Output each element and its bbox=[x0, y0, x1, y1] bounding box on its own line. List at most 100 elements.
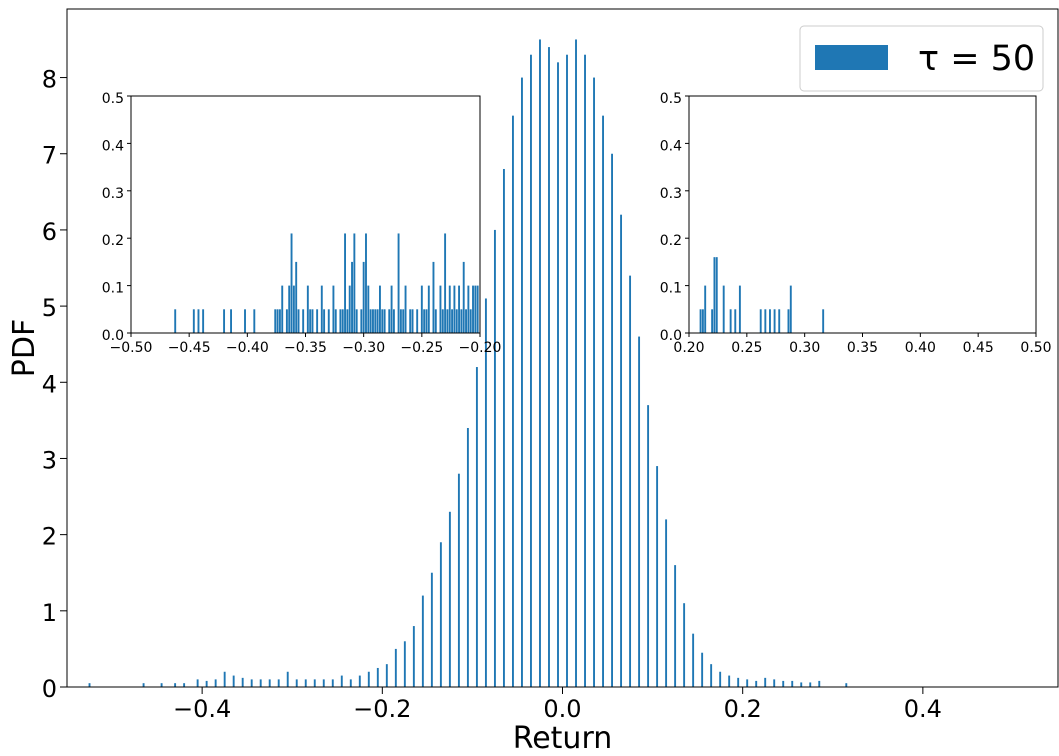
histogram-bar bbox=[521, 77, 523, 687]
histogram-bar bbox=[348, 285, 351, 333]
histogram-bar bbox=[202, 309, 205, 333]
histogram-bar bbox=[647, 405, 650, 687]
histogram-bar bbox=[360, 309, 363, 333]
main-axes-frame bbox=[66, 8, 1059, 688]
histogram-bar bbox=[467, 285, 470, 333]
histogram-bar bbox=[548, 47, 550, 687]
histogram-bar bbox=[277, 679, 280, 687]
histogram-bar bbox=[755, 680, 758, 687]
histogram-bar bbox=[472, 285, 474, 333]
y-tick-label: 1 bbox=[42, 599, 57, 627]
x-tick-label: −0.20 bbox=[459, 340, 502, 356]
histogram-bar bbox=[322, 679, 325, 687]
histogram-bar bbox=[787, 309, 790, 333]
histogram-bar bbox=[674, 565, 677, 687]
y-tick-label: 0.4 bbox=[660, 138, 682, 154]
histogram-bar bbox=[729, 309, 732, 333]
histogram-bar bbox=[778, 309, 781, 333]
x-axis-label: Return bbox=[513, 721, 613, 756]
y-tick-label: 0.4 bbox=[102, 138, 124, 154]
y-tick-label: 8 bbox=[42, 66, 57, 94]
histogram-bar bbox=[349, 679, 352, 687]
histogram-bar bbox=[323, 309, 326, 333]
histogram-bar bbox=[446, 309, 449, 333]
histogram-bar bbox=[719, 671, 722, 687]
inset-left-axes: −0.50 −0.45 −0.40 −0.35 −0.30 −0.25 −0.20 0.0 0.… bbox=[102, 91, 502, 356]
y-tick-label: 6 bbox=[42, 218, 57, 246]
histogram-bar bbox=[412, 626, 415, 687]
x-tick-label: 0.40 bbox=[905, 340, 936, 356]
histogram-bar bbox=[232, 675, 235, 687]
x-tick-label: 0.0 bbox=[543, 695, 581, 723]
histogram-bar bbox=[782, 680, 785, 687]
histogram-bar bbox=[427, 285, 430, 333]
histogram-bar bbox=[734, 309, 737, 333]
histogram-bar bbox=[390, 285, 393, 333]
x-tick-label: 0.35 bbox=[847, 340, 878, 356]
inset-left-bars bbox=[174, 233, 479, 333]
inset-right-axes: 0.20 0.25 0.30 0.35 0.40 0.45 0.50 0.0 0.1 0.2 0.3… bbox=[660, 91, 1052, 356]
histogram-bar bbox=[809, 682, 812, 687]
histogram-bar bbox=[385, 664, 388, 687]
histogram-bar bbox=[460, 309, 463, 333]
histogram-bar bbox=[286, 671, 289, 687]
y-tick-label: 0.5 bbox=[102, 91, 124, 107]
histogram-bar bbox=[369, 309, 372, 333]
histogram-bar bbox=[297, 309, 300, 333]
inset-right-background bbox=[689, 96, 1036, 333]
histogram-bar bbox=[818, 680, 821, 687]
legend-label: τ = 50 bbox=[918, 39, 1035, 79]
histogram-bar bbox=[557, 62, 559, 687]
histogram-bar bbox=[444, 233, 447, 333]
histogram-bar bbox=[196, 679, 199, 687]
histogram-bar bbox=[372, 309, 374, 333]
histogram-bar bbox=[773, 309, 776, 333]
histogram-bar bbox=[665, 519, 668, 687]
x-tick-label: 0.50 bbox=[1020, 340, 1051, 356]
histogram-bar bbox=[304, 679, 307, 687]
histogram-bar bbox=[250, 679, 253, 687]
histogram-bar bbox=[230, 309, 232, 333]
histogram-bar bbox=[327, 309, 330, 333]
histogram-bar bbox=[183, 683, 186, 687]
histogram-bar bbox=[425, 309, 428, 333]
histogram-bar bbox=[295, 261, 298, 333]
histogram-bar bbox=[737, 677, 740, 687]
histogram-bar bbox=[306, 285, 309, 333]
histogram-bar bbox=[276, 309, 279, 333]
x-tick-label: 0.30 bbox=[789, 340, 820, 356]
y-tick-label: 5 bbox=[42, 294, 57, 322]
histogram-bar bbox=[539, 39, 541, 688]
histogram-bar bbox=[457, 473, 460, 687]
y-tick-label: 0.2 bbox=[660, 233, 682, 249]
histogram-bar bbox=[683, 603, 686, 687]
histogram-bar bbox=[421, 595, 424, 687]
histogram-bar bbox=[379, 285, 381, 333]
histogram-bar bbox=[791, 680, 794, 687]
histogram-bar bbox=[822, 309, 825, 333]
histogram-bar bbox=[274, 309, 277, 333]
histogram-bar bbox=[493, 229, 496, 688]
y-tick-label: 0.3 bbox=[102, 186, 124, 202]
histogram-bar bbox=[764, 309, 767, 333]
histogram-bar bbox=[602, 115, 604, 687]
inset-left-ticks: −0.50 −0.45 −0.40 −0.35 −0.30 −0.25 −0.20 0.0 0.… bbox=[102, 91, 502, 356]
histogram-bar bbox=[376, 309, 379, 333]
histogram-bar bbox=[344, 233, 346, 333]
y-tick-label: 2 bbox=[42, 523, 57, 551]
histogram-bar bbox=[241, 677, 244, 687]
histogram-bar bbox=[302, 309, 305, 333]
histogram-bar bbox=[353, 233, 356, 333]
histogram-bar bbox=[502, 168, 505, 688]
y-tick-label: 7 bbox=[42, 142, 57, 170]
histogram-bar bbox=[439, 542, 442, 687]
histogram-bar bbox=[397, 233, 400, 333]
histogram-bar bbox=[769, 309, 771, 333]
histogram-bar bbox=[290, 233, 293, 333]
histogram-bar bbox=[629, 275, 632, 687]
histogram-bar bbox=[244, 309, 246, 333]
histogram-bar bbox=[355, 309, 358, 333]
